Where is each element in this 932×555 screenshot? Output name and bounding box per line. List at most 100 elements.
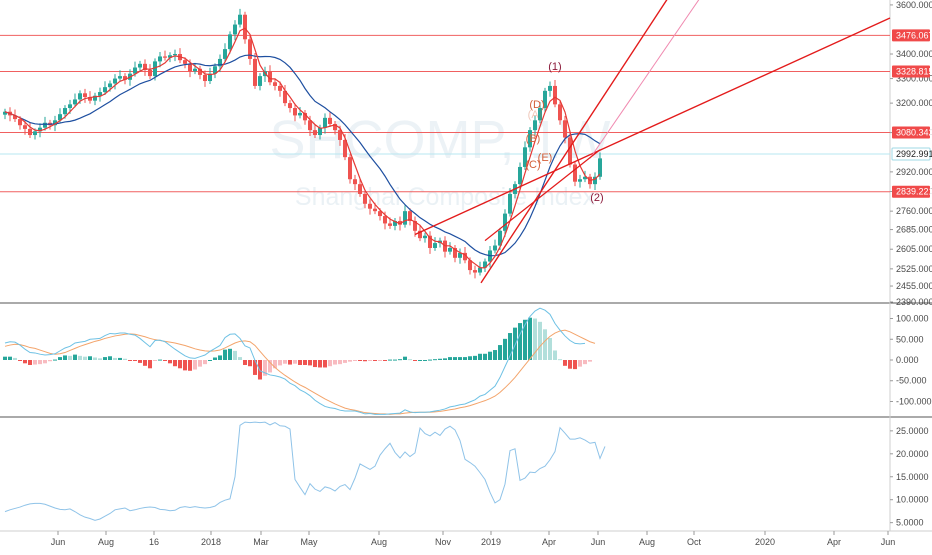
candle-body [593, 176, 597, 185]
candle-body [138, 63, 142, 68]
macd-histogram-bar [518, 323, 522, 360]
candle-body [448, 247, 452, 252]
candle-body [403, 211, 407, 225]
candle-body [498, 230, 502, 246]
macd-histogram-bar [158, 359, 162, 361]
macd-histogram-bar [588, 360, 592, 362]
candle-body [53, 120, 57, 126]
candle-body [273, 82, 277, 86]
trendline-steep [480, 0, 668, 284]
price-badge-label: 3476.067 [896, 30, 932, 40]
candle-body [183, 60, 187, 64]
macd-histogram-bar [478, 353, 482, 360]
candle-body [218, 58, 222, 67]
macd-histogram-bar [63, 355, 67, 360]
macd-histogram-bar [463, 357, 467, 360]
wave-label: (B) [526, 133, 541, 145]
candle-body [288, 103, 292, 109]
macd-histogram-bar [253, 360, 257, 375]
macd-histogram-bar [403, 356, 407, 360]
macd-histogram-bar [448, 357, 452, 360]
macd-histogram-bar [363, 360, 367, 362]
candle-body [388, 223, 392, 226]
macd-histogram-bar [108, 356, 112, 360]
candle-body [343, 139, 347, 158]
y-tick-label: -50.000 [896, 376, 927, 386]
macd-histogram-bar [338, 360, 342, 365]
macd-histogram-bar [18, 360, 22, 361]
macd-histogram-bar [423, 360, 427, 361]
macd-histogram-bar [498, 345, 502, 360]
x-tick-label: Jun [51, 537, 66, 547]
macd-histogram-bar [308, 360, 312, 366]
macd-histogram-bar [428, 359, 432, 361]
macd-histogram-bar [353, 360, 357, 361]
price-badge-label: 2992.991 [896, 149, 932, 159]
y-tick-label: 2455.000 [896, 281, 932, 291]
macd-histogram-bar [98, 358, 102, 360]
macd-panel [3, 307, 596, 415]
x-tick-label: Aug [371, 537, 387, 547]
macd-histogram-bar [278, 360, 282, 366]
candle-body [228, 34, 232, 50]
macd-histogram-bar [358, 360, 362, 361]
macd-histogram-bar [88, 356, 92, 360]
x-tick-label: Jun [591, 537, 606, 547]
candle-body [68, 104, 72, 109]
candle-body [318, 127, 322, 136]
candle-body [63, 108, 67, 115]
candle-body [453, 247, 457, 258]
candle-body [333, 123, 337, 131]
candle-body [148, 69, 152, 77]
macd-histogram-bar [53, 359, 57, 361]
candle-body [33, 131, 37, 136]
candle-body [458, 252, 462, 258]
macd-histogram-bar [233, 350, 237, 360]
moving-average-slow-line [4, 54, 601, 257]
macd-histogram-bar [438, 358, 442, 360]
macd-histogram-bar [298, 360, 302, 365]
macd-histogram-bar [273, 360, 277, 369]
macd-histogram-bar [398, 359, 402, 361]
candle-body [408, 211, 412, 221]
candle-body [518, 166, 522, 185]
candle-body [13, 115, 17, 120]
candle-body [98, 92, 102, 96]
y-tick-label: 3300.000 [896, 74, 932, 84]
candle-body [548, 85, 552, 91]
macd-histogram-bar [168, 360, 172, 364]
candle-body [168, 55, 172, 58]
macd-histogram-bar [28, 360, 32, 365]
macd-histogram-bar [173, 360, 177, 367]
macd-histogram-bar [343, 360, 347, 363]
macd-histogram-bar [3, 356, 7, 360]
candle-body [373, 208, 377, 212]
candle-body [418, 230, 422, 239]
candle-body [133, 67, 137, 74]
macd-histogram-bar [473, 355, 477, 360]
moving-average-fast-line [4, 27, 601, 269]
candle-body [338, 130, 342, 140]
candle-body [188, 63, 192, 72]
candle-body [503, 213, 507, 231]
candle-body [118, 76, 122, 79]
candle-body [508, 193, 512, 214]
macd-histogram-bar [563, 360, 567, 366]
macd-histogram-bar [48, 360, 52, 362]
candle-body [303, 112, 307, 121]
y-tick-label: 3200.000 [896, 98, 932, 108]
macd-histogram-bar [93, 357, 97, 360]
macd-histogram-bar [83, 356, 87, 360]
macd-histogram-bar [328, 360, 332, 367]
macd-histogram-bar [238, 357, 242, 360]
candle-body [568, 137, 572, 165]
price-badge [892, 65, 930, 78]
candle-body [563, 120, 567, 138]
candle-body [358, 184, 362, 194]
y-tick-label: 0.000 [896, 355, 919, 365]
macd-histogram-bar [373, 360, 377, 361]
macd-histogram-bar [58, 357, 62, 360]
candle-body [23, 125, 27, 129]
